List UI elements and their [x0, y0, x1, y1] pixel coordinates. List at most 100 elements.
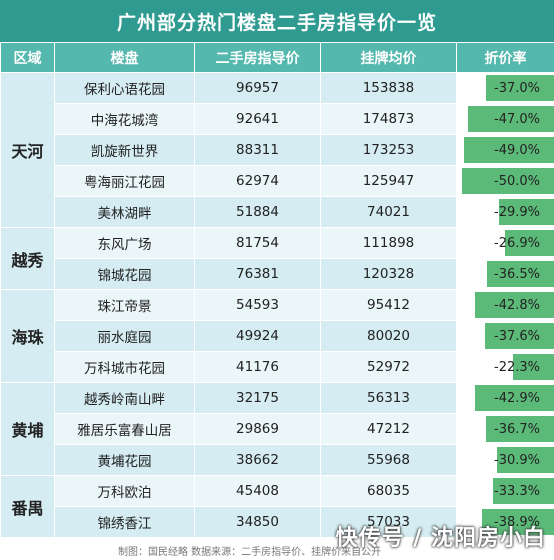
guide-price: 76381 — [194, 258, 321, 290]
listing-price: 52972 — [320, 351, 457, 383]
discount-bar — [486, 75, 554, 101]
listing-price: 95412 — [320, 289, 457, 321]
guide-price: 38662 — [194, 444, 321, 476]
discount-bar — [482, 509, 554, 535]
source-footer: 制图：国民经略 数据来源：二手房指导价、挂牌价来自公开 — [0, 540, 554, 560]
discount-value: -29.9% — [494, 205, 540, 220]
estate-name: 锦城花园 — [54, 258, 195, 290]
discount-cell: -47.0% — [456, 103, 554, 135]
header-guide-price: 二手房指导价 — [194, 42, 321, 73]
table-row: 中海花城湾 92641 174873 -47.0% — [1, 103, 554, 135]
table-header-row: 区域 楼盘 二手房指导价 挂牌均价 折价率 — [0, 42, 554, 73]
discount-bar — [497, 447, 554, 473]
listing-price: 55968 — [320, 444, 457, 476]
discount-cell: -30.9% — [456, 444, 554, 476]
estate-name: 万科城市花园 — [54, 351, 195, 383]
discount-bar — [475, 385, 554, 411]
discount-bar — [487, 261, 554, 287]
estate-name: 丽水庭园 — [54, 320, 195, 352]
listing-price: 47212 — [320, 413, 457, 445]
discount-cell: -36.7% — [456, 413, 554, 445]
table-row: 越秀 东风广场 81754 111898 -26.9% — [0, 227, 554, 290]
estate-name: 雅居乐富春山居 — [54, 413, 195, 445]
estate-name: 美林湖畔 — [54, 196, 195, 228]
table-row: 美林湖畔 51884 74021 -29.9% — [1, 196, 554, 228]
header-listing-price: 挂牌均价 — [320, 42, 457, 73]
discount-bar — [462, 168, 554, 194]
guide-price: 29869 — [194, 413, 321, 445]
discount-value: -36.5% — [494, 267, 540, 282]
guide-price: 51884 — [194, 196, 321, 228]
discount-value: -42.9% — [494, 391, 540, 406]
table-row: 海珠 珠江帝景 54593 95412 -42.8% — [0, 289, 554, 383]
guide-price: 96957 — [194, 72, 321, 104]
discount-cell: -42.9% — [456, 382, 554, 414]
district-yuexiu: 越秀 — [0, 227, 55, 290]
table-row: 粤海丽江花园 62974 125947 -50.0% — [1, 165, 554, 197]
discount-cell: -37.6% — [456, 320, 554, 352]
header-discount-rate: 折价率 — [456, 42, 554, 73]
listing-price: 173253 — [320, 134, 457, 166]
discount-value: -26.9% — [494, 236, 540, 251]
discount-cell: -36.5% — [456, 258, 554, 290]
estate-name: 东风广场 — [54, 227, 195, 259]
listing-price: 120328 — [320, 258, 457, 290]
estate-name: 锦绣香江 — [54, 506, 195, 538]
discount-cell: -26.9% — [456, 227, 554, 259]
discount-bar — [464, 137, 554, 163]
table-row: 雅居乐富春山居 29869 47212 -36.7% — [1, 413, 554, 445]
discount-bar — [505, 230, 554, 256]
discount-cell: -49.0% — [456, 134, 554, 166]
estate-name: 黄埔花园 — [54, 444, 195, 476]
guide-price: 41176 — [194, 351, 321, 383]
estate-name: 凯旋新世界 — [54, 134, 195, 166]
guide-price: 92641 — [194, 103, 321, 135]
discount-bar — [475, 292, 554, 318]
district-huangpu: 黄埔 — [0, 382, 55, 476]
discount-value: -36.7% — [494, 422, 540, 437]
guide-price: 88311 — [194, 134, 321, 166]
listing-price: 74021 — [320, 196, 457, 228]
listing-price: 80020 — [320, 320, 457, 352]
table-row: 丽水庭园 49924 80020 -37.6% — [1, 320, 554, 352]
header-estate: 楼盘 — [54, 42, 195, 73]
listing-price: 153838 — [320, 72, 457, 104]
guide-price: 54593 — [194, 289, 321, 321]
guide-price: 34850 — [194, 506, 321, 538]
discount-cell: -42.8% — [456, 289, 554, 321]
discount-value: -37.0% — [494, 81, 540, 96]
estate-name: 珠江帝景 — [54, 289, 195, 321]
page-title: 广州部分热门楼盘二手房指导价一览 — [0, 0, 554, 42]
discount-value: -38.9% — [494, 515, 540, 530]
district-haizhu: 海珠 — [0, 289, 55, 383]
guide-price: 49924 — [194, 320, 321, 352]
listing-price: 111898 — [320, 227, 457, 259]
table-row: 番禺 万科欧泊 45408 68035 -33.3% — [0, 475, 554, 538]
guide-price: 45408 — [194, 475, 321, 507]
guide-price: 32175 — [194, 382, 321, 414]
discount-cell: -29.9% — [456, 196, 554, 228]
discount-cell: -38.9% — [456, 506, 554, 538]
discount-cell: -50.0% — [456, 165, 554, 197]
table-row: 黄埔 越秀岭南山畔 32175 56313 -42.9% — [0, 382, 554, 476]
listing-price: 68035 — [320, 475, 457, 507]
discount-bar — [493, 478, 554, 504]
listing-price: 57033 — [320, 506, 457, 538]
header-district: 区域 — [0, 42, 55, 73]
discount-bar — [468, 106, 554, 132]
estate-name: 万科欧泊 — [54, 475, 195, 507]
discount-value: -42.8% — [494, 298, 540, 313]
listing-price: 125947 — [320, 165, 457, 197]
guide-price: 81754 — [194, 227, 321, 259]
discount-cell: -22.3% — [456, 351, 554, 383]
discount-cell: -33.3% — [456, 475, 554, 507]
discount-bar — [485, 323, 554, 349]
discount-cell: -37.0% — [456, 72, 554, 104]
table-row: 天河 保利心语花园 96957 153838 -37.0% — [0, 72, 554, 228]
discount-value: -22.3% — [494, 360, 540, 375]
discount-value: -47.0% — [494, 112, 540, 127]
listing-price: 56313 — [320, 382, 457, 414]
estate-name: 保利心语花园 — [54, 72, 195, 104]
listing-price: 174873 — [320, 103, 457, 135]
table-row: 黄埔花园 38662 55968 -30.9% — [1, 444, 554, 476]
